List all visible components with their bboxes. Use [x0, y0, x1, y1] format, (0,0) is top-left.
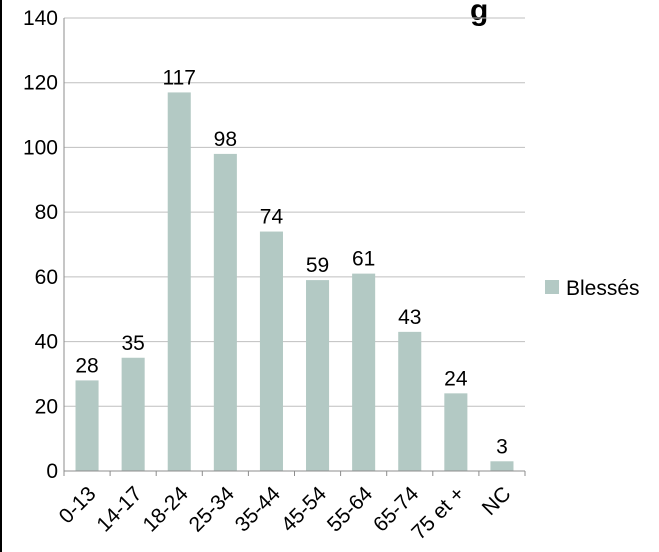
data-labels: 28 35 117 98 74 59 61 43 24 3 [75, 66, 507, 458]
y-tick-label: 140 [23, 7, 58, 30]
bar-14-17 [121, 357, 145, 471]
y-tick-labels: 0 20 40 60 80 100 120 140 [23, 7, 58, 483]
legend-label-blesses: Blessés [566, 277, 640, 300]
y-tick-label: 100 [23, 136, 58, 159]
bars [75, 92, 514, 472]
y-tick-label: 60 [35, 266, 58, 289]
data-label-25-34: 98 [214, 128, 237, 151]
bar-18-24 [167, 92, 191, 472]
data-label-NC: 3 [496, 435, 508, 458]
bar-45-54 [306, 280, 330, 471]
bar-0-13 [75, 380, 99, 471]
y-tick-label: 80 [35, 201, 58, 224]
data-label-14-17: 35 [121, 332, 144, 355]
y-tick-label: 120 [23, 72, 58, 95]
y-tick-label: 40 [35, 331, 58, 354]
axes [63, 18, 526, 476]
y-tick-label: 20 [35, 395, 58, 418]
data-label-55-64: 61 [352, 248, 375, 271]
data-label-45-54: 59 [306, 254, 329, 277]
legend-swatch-blesses [545, 280, 559, 294]
data-label-35-44: 74 [260, 206, 284, 229]
bar-35-44 [259, 231, 283, 471]
bar-65-74 [398, 331, 422, 471]
data-label-18-24: 117 [163, 66, 196, 89]
data-label-65-74: 43 [398, 306, 421, 329]
y-tick-label: 0 [46, 460, 58, 483]
data-label-75 et +: 24 [444, 367, 468, 390]
bar-55-64 [352, 273, 376, 471]
chart-title-fragment: g [470, 0, 488, 27]
bar-NC [490, 461, 514, 471]
bar-25-34 [213, 153, 237, 471]
legend: Blessés [545, 277, 640, 300]
bar-75 et + [444, 393, 468, 471]
data-label-0-13: 28 [75, 354, 98, 377]
